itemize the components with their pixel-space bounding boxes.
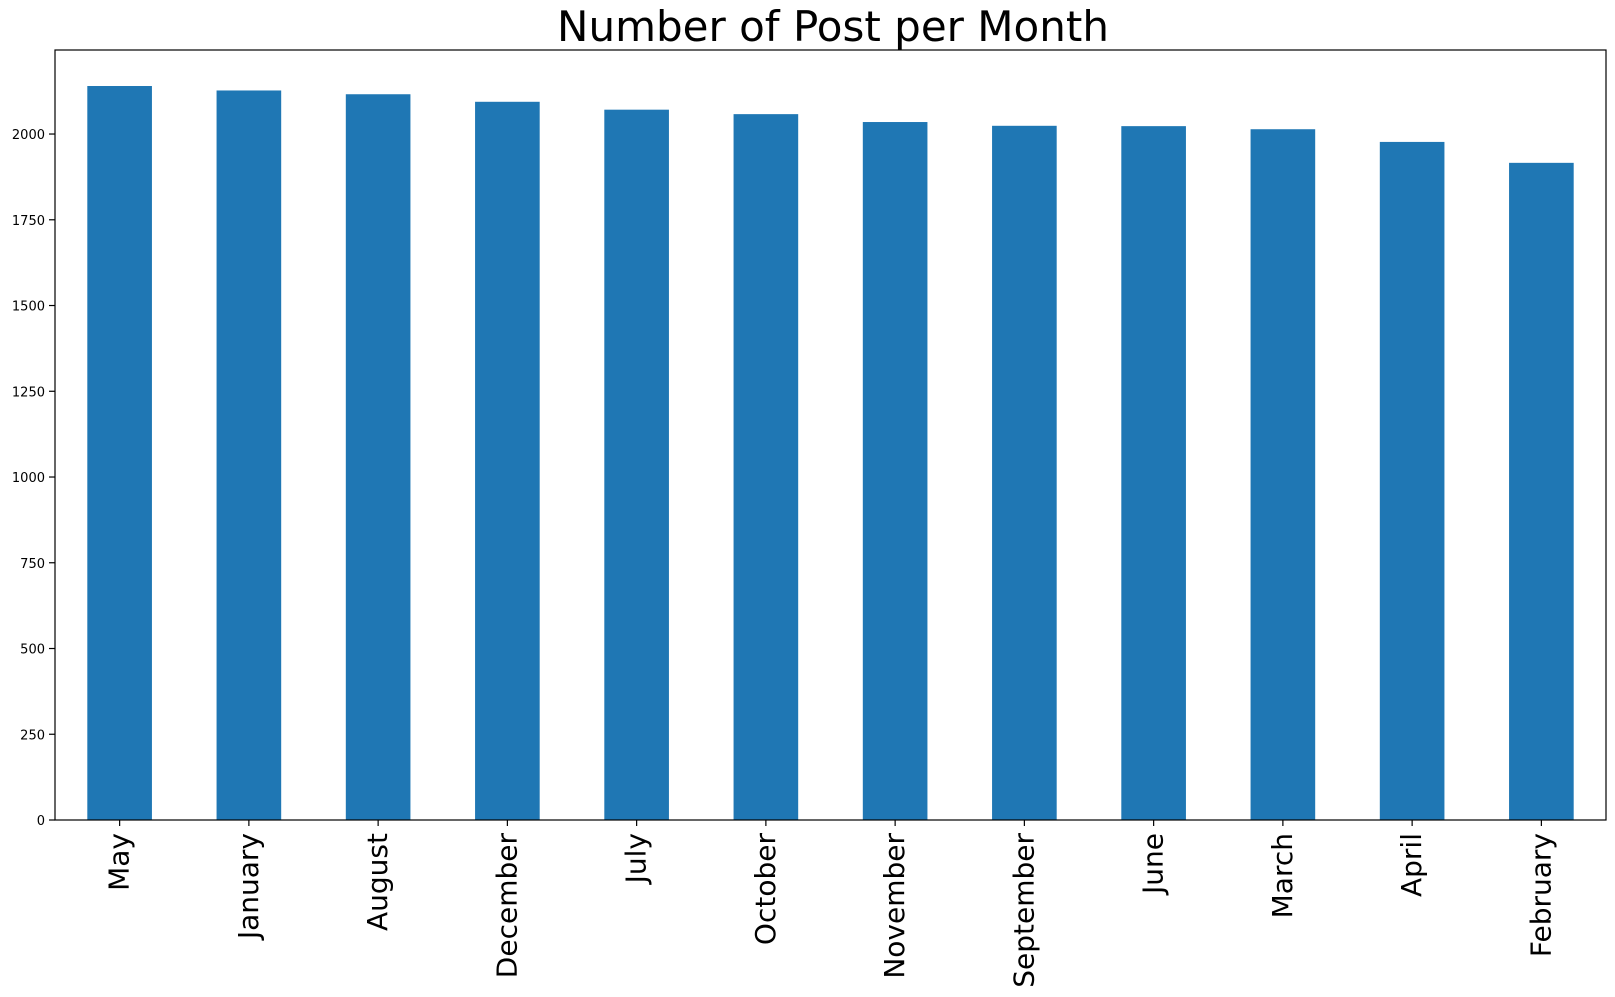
bar-june	[1121, 126, 1186, 820]
y-tick-label: 1000	[12, 471, 45, 486]
bar-april	[1379, 141, 1445, 821]
bar-november	[862, 122, 928, 820]
x-axis: May January August December July October Novem…	[103, 820, 1557, 988]
x-tick-label: September	[1007, 833, 1040, 988]
bar-july	[604, 109, 669, 821]
chart-title: Number of Post per Month	[557, 2, 1109, 51]
x-tick-label: March	[1266, 833, 1299, 918]
y-tick-label: 2000	[12, 128, 45, 143]
y-tick-label: 1500	[12, 300, 45, 315]
x-tick-label: December	[490, 833, 523, 979]
x-tick-label: May	[103, 833, 136, 891]
bar-august	[345, 94, 411, 821]
bar-may	[87, 86, 152, 820]
bar-september	[992, 125, 1057, 821]
x-tick-label: August	[361, 833, 394, 931]
x-tick-label: July	[620, 833, 653, 885]
y-tick-label: 500	[20, 643, 45, 658]
y-tick-label: 750	[20, 557, 45, 572]
y-axis: 0 250 500 750 1000 1250 1500 1750 2000	[12, 128, 55, 829]
x-tick-label: October	[749, 833, 782, 946]
bar-february	[1509, 162, 1574, 821]
x-tick-label: November	[878, 833, 911, 979]
y-tick-label: 250	[20, 728, 45, 743]
y-tick-label: 1250	[12, 385, 45, 400]
x-tick-label: June	[1137, 833, 1170, 896]
bars-layer	[87, 86, 1574, 821]
x-tick-label: January	[232, 833, 265, 941]
x-tick-label: February	[1524, 833, 1557, 957]
y-tick-label: 0	[37, 814, 45, 829]
bar-january	[216, 90, 282, 821]
plot-frame	[54, 49, 1607, 821]
bar-march	[1250, 129, 1316, 821]
x-tick-label: April	[1395, 833, 1428, 897]
bar-october	[733, 114, 799, 820]
y-tick-label: 1750	[12, 214, 45, 229]
bar-december	[475, 101, 540, 821]
